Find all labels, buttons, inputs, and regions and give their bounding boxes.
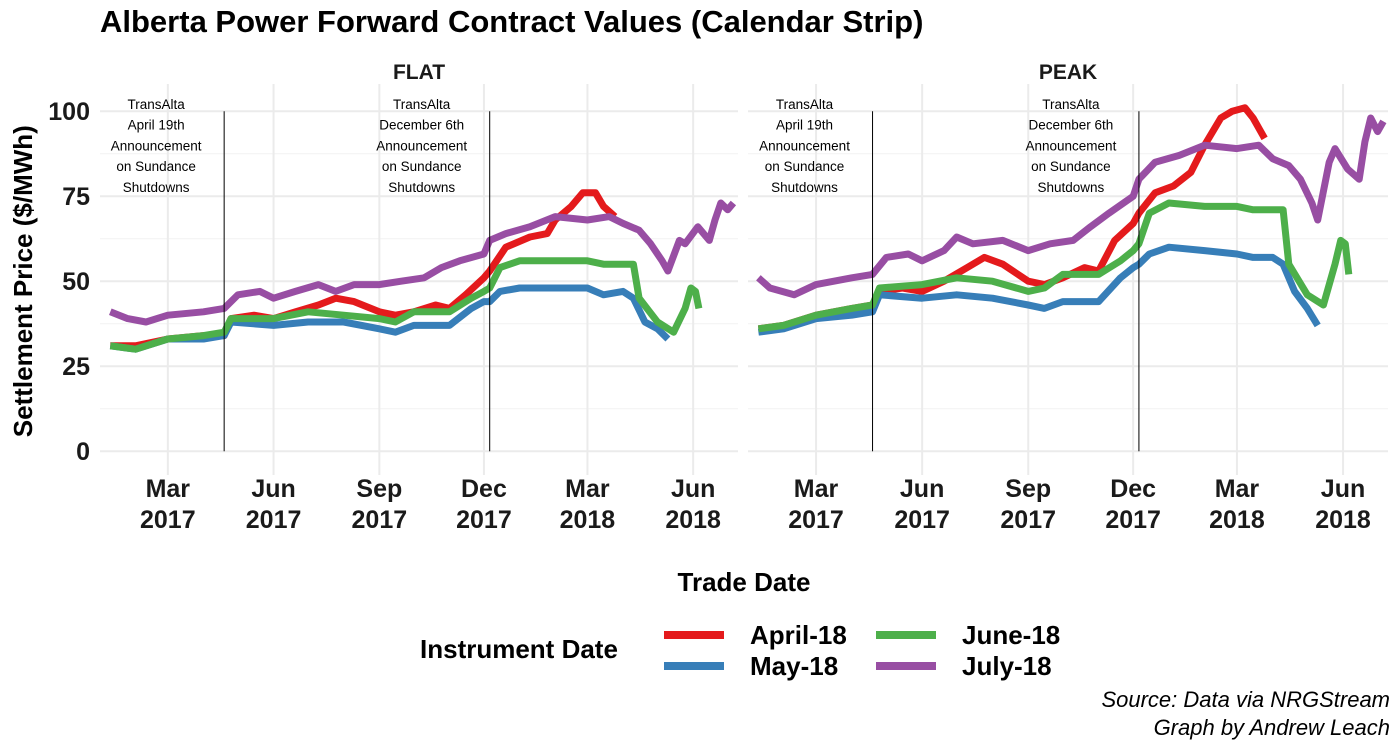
x-tick-label: 2018 [1209,506,1265,534]
annotation-text: TransAlta April 19th Announcement on Sundan… [759,97,850,195]
annotation-text: TransAlta April 19th Announcement on Sundan… [111,97,202,195]
annotation-text-line: Announcement [376,138,467,153]
y-axis-title: Settlement Price ($/MWh) [8,125,38,437]
legend-label-july-18: July-18 [962,650,1052,681]
annotation-text-line: on Sundance [1031,159,1111,174]
x-tick-label: Jun [671,475,715,503]
legend-key-july-18 [876,662,936,670]
legend-item-june-18: June-18 [876,620,1060,650]
x-tick-label: 2017 [246,506,302,534]
x-tick-label: 2017 [352,506,408,534]
x-tick-label: 2017 [1105,506,1161,534]
legend-key-june-18 [876,631,936,639]
legend-item-may-18: May-18 [664,651,838,681]
x-tick-label: Jun [1321,475,1365,503]
annotation-text-line: on Sundance [116,159,196,174]
x-tick-label: Mar [565,475,610,503]
x-tick-label: 2017 [1000,506,1056,534]
source-caption: Source: Data via NRGStream Graph by Andr… [1101,686,1390,742]
x-tick-label: 2018 [1315,506,1371,534]
x-tick-label: 2017 [456,506,512,534]
series-line-june-18 [109,257,703,353]
y-tick-label: 100 [48,98,90,126]
x-tick-label: Sep [356,475,402,503]
x-tick-label: 2017 [894,506,950,534]
chart-title: Alberta Power Forward Contract Values (C… [100,4,924,39]
series-line-july-18 [109,199,737,326]
annotation-text-line: April 19th [776,118,833,133]
legend-label-june-18: June-18 [962,619,1061,650]
annotation-text-line: on Sundance [382,159,462,174]
legend-item-july-18: July-18 [876,651,1052,681]
annotation-text-line: Shutdowns [123,180,190,195]
annotation-text-line: Announcement [111,138,202,153]
annotation-text-line: Shutdowns [388,180,455,195]
y-tick-label: 0 [76,438,90,466]
series-line-june-18 [757,199,1353,333]
annotation-text: TransAlta December 6th Announcement on Sund… [376,97,467,195]
x-tick-label: 2017 [140,506,196,534]
facet-label-peak: PEAK [1039,61,1097,84]
x-tick-label: Jun [900,475,944,503]
facet-panel-flat: Mar 2017 Jun 2017 Sep 2017 Dec 2017 Mar 2018 Jun 20… [100,61,738,534]
x-tick-label: 2017 [788,506,844,534]
source-line: Source: Data via NRGStream [1101,687,1390,712]
legend-item-april-18: April-18 [664,620,847,650]
x-tick-label: Jun [251,475,295,503]
y-tick-label: 25 [62,353,90,381]
facet-label-flat: FLAT [393,61,445,84]
legend-title: Instrument Date [420,634,618,664]
x-tick-label: 2018 [665,506,721,534]
y-tick-label: 50 [62,268,90,296]
annotation-text-line: Announcement [759,138,850,153]
annotation-text-line: TransAlta [393,97,451,112]
facet-panel-peak: Mar 2017 Jun 2017 Sep 2017 Dec 2017 Mar 2018 Jun 20… [748,61,1388,534]
x-tick-label: Dec [461,475,507,503]
annotation-text-line: December 6th [379,118,464,133]
credit-line: Graph by Andrew Leach [1153,715,1390,740]
annotation-text-line: Shutdowns [1038,180,1105,195]
series-line-may-18 [757,243,1321,336]
x-tick-label: 2018 [560,506,616,534]
x-tick-label: Mar [1215,475,1260,503]
x-axis-title: Trade Date [678,567,811,597]
annotation-text-line: on Sundance [765,159,845,174]
series-line-july-18 [756,114,1387,299]
annotation-text-line: Shutdowns [771,180,838,195]
x-tick-label: Mar [794,475,839,503]
annotation-text-line: December 6th [1029,118,1114,133]
x-tick-label: Mar [146,475,191,503]
legend-key-may-18 [664,662,724,670]
legend-label-may-18: May-18 [750,650,839,681]
annotation-text-line: TransAlta [1042,97,1100,112]
legend-label-april-18: April-18 [750,619,847,650]
legend-key-april-18 [664,631,724,639]
annotation-text-line: Announcement [1026,138,1117,153]
x-tick-label: Dec [1110,475,1156,503]
annotation-text: TransAlta December 6th Announcement on Sund… [1026,97,1117,195]
x-tick-label: Sep [1005,475,1051,503]
annotation-text-line: April 19th [128,118,185,133]
y-tick-label: 75 [62,183,90,211]
annotation-text-line: TransAlta [776,97,834,112]
annotation-text-line: TransAlta [128,97,186,112]
